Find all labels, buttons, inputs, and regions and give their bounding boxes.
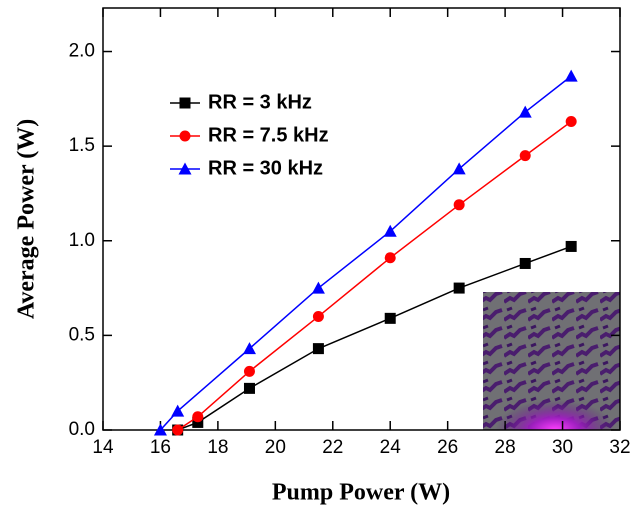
x-tick-label: 30 <box>552 437 573 458</box>
legend-marker <box>179 97 191 109</box>
x-tick-label: 22 <box>322 437 343 458</box>
series-line <box>177 120 572 430</box>
marker <box>453 282 465 294</box>
x-tick-label: 18 <box>207 437 228 458</box>
series-line <box>159 75 572 430</box>
inset-image <box>483 292 620 430</box>
x-tick-label: 14 <box>92 437 114 458</box>
x-tick-label: 32 <box>609 437 630 458</box>
y-axis-label: Average Power (W) <box>14 119 40 319</box>
legend-label: RR = 7.5 kHz <box>208 124 329 146</box>
x-tick-label: 16 <box>150 437 171 458</box>
marker <box>243 382 255 394</box>
marker <box>242 342 256 355</box>
marker <box>453 199 465 211</box>
marker <box>564 69 578 82</box>
x-tick-label: 26 <box>437 437 458 458</box>
marker <box>243 365 255 377</box>
marker <box>171 404 185 417</box>
marker <box>383 224 397 237</box>
marker <box>312 343 324 355</box>
plot-frame <box>102 7 621 431</box>
marker <box>519 150 531 162</box>
marker <box>452 162 466 175</box>
marker <box>153 423 167 436</box>
legend-label: RR = 30 kHz <box>208 157 323 179</box>
marker <box>565 116 577 128</box>
legend-marker <box>178 162 192 175</box>
marker <box>192 416 204 428</box>
y-tick-label: 1.0 <box>69 230 95 251</box>
x-axis-label: Pump Power (W) <box>272 480 450 506</box>
marker <box>384 312 396 324</box>
y-tick-label: 0.5 <box>69 324 95 345</box>
x-tick-label: 24 <box>380 437 402 458</box>
legend-label: RR = 3 kHz <box>208 91 312 113</box>
y-tick-label: 0.0 <box>69 419 95 440</box>
x-tick-label: 28 <box>495 437 516 458</box>
marker <box>519 257 531 269</box>
marker <box>172 424 184 436</box>
marker <box>192 411 204 423</box>
y-tick-label: 2.0 <box>69 41 95 62</box>
y-tick-label: 1.5 <box>69 135 95 156</box>
x-tick-label: 20 <box>265 437 286 458</box>
series-line <box>177 245 572 430</box>
marker <box>518 105 532 118</box>
legend-marker <box>179 130 191 142</box>
marker <box>565 240 577 252</box>
marker <box>384 252 396 264</box>
marker <box>312 310 324 322</box>
marker <box>311 281 325 294</box>
